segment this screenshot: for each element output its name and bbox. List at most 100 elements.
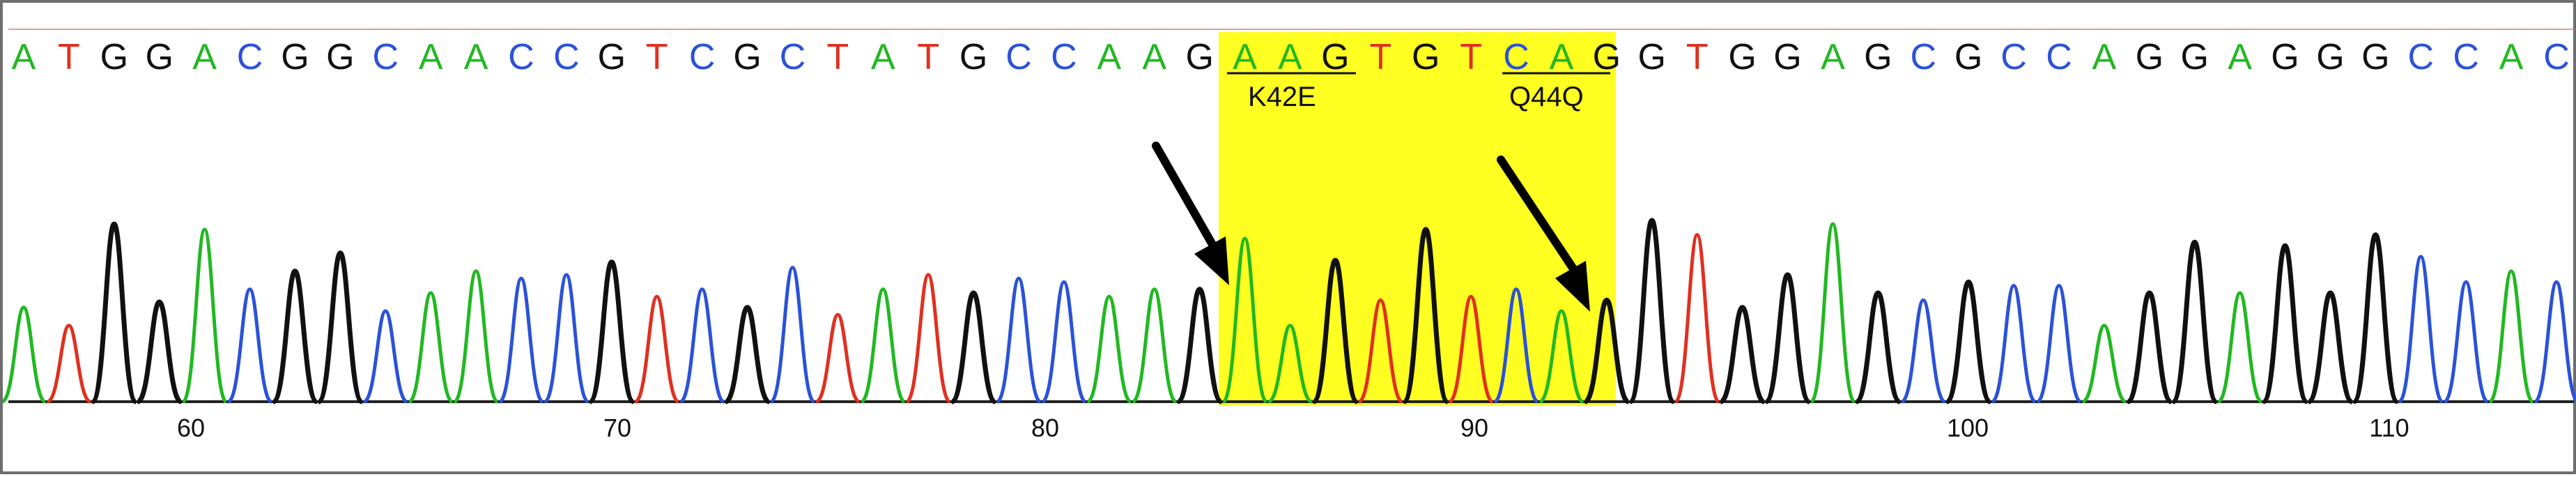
base-call: A — [1550, 37, 1574, 77]
trace-peak — [1041, 280, 1087, 404]
base-call: C — [1910, 37, 1936, 77]
axis-tick-label: 110 — [2369, 414, 2409, 442]
trace-peak — [2351, 232, 2400, 404]
base-call: T — [827, 37, 849, 77]
trace-peak — [1809, 222, 1857, 404]
axis-tick-label: 60 — [177, 414, 205, 442]
base-call: G — [100, 37, 128, 77]
trace-peak — [46, 324, 92, 404]
base-call: A — [2228, 37, 2252, 77]
trace-peak — [181, 227, 229, 404]
trace-peak — [905, 273, 951, 404]
mutation-annotation-k42e: K42E — [1227, 72, 1356, 112]
trace-peak — [2397, 255, 2444, 404]
base-call: T — [917, 37, 939, 77]
base-call: A — [2092, 37, 2117, 77]
arrow-q44q-head — [1555, 261, 1590, 312]
base-call: C — [2407, 37, 2434, 77]
base-call: C — [1051, 37, 1077, 77]
base-call: C — [780, 37, 806, 77]
trace-peak — [498, 276, 544, 404]
mutation-annotation-q44q: Q44Q — [1502, 72, 1610, 112]
base-call: A — [1097, 37, 1122, 77]
arrow-q44q-shaft — [1497, 156, 1577, 272]
base-call: G — [2136, 37, 2164, 77]
base-call: G — [2271, 37, 2299, 77]
trace-peak — [543, 273, 589, 404]
k42e-label: K42E — [1248, 82, 1316, 112]
trace-peak — [2126, 290, 2173, 404]
trace-peak — [1900, 298, 1946, 404]
position-axis: 60 70 80 90 100 110 — [177, 414, 2409, 442]
trace-peak — [588, 259, 635, 404]
base-call: C — [2453, 37, 2479, 77]
base-call: G — [1638, 37, 1666, 77]
trace-peak — [2443, 280, 2489, 404]
trace-peak — [453, 269, 499, 404]
trace-peak — [1401, 227, 1450, 404]
trace-peak — [1991, 284, 2037, 404]
base-call: G — [2361, 37, 2389, 77]
axis-tick-label: 90 — [1460, 414, 1488, 442]
trace-peak — [1312, 257, 1359, 404]
trace-peak — [1176, 287, 1223, 404]
trace-peak — [1086, 294, 1132, 404]
trace-peaks — [3, 218, 2576, 404]
arrow-k42e — [1152, 142, 1229, 285]
base-call: T — [1369, 37, 1391, 77]
base-call: G — [281, 37, 309, 77]
base-call: T — [646, 37, 668, 77]
base-call: G — [146, 37, 173, 77]
base-call: A — [2499, 37, 2524, 77]
trace-peak — [1628, 218, 1676, 404]
trace-peak — [2488, 269, 2534, 404]
axis-tick-label: 100 — [1947, 414, 1989, 442]
base-call: T — [1686, 37, 1709, 77]
base-call: C — [2000, 37, 2027, 77]
trace-peak — [950, 290, 997, 404]
base-call: A — [1142, 37, 1166, 77]
base-call: C — [373, 37, 399, 77]
arrow-k42e-shaft — [1152, 142, 1218, 251]
base-call: A — [1821, 37, 1845, 77]
base-call: C — [1503, 37, 1529, 77]
arrow-k42e-head — [1194, 236, 1229, 285]
trace-peak — [1945, 279, 1992, 404]
base-call: A — [419, 37, 443, 77]
base-call: G — [1412, 37, 1440, 77]
trace-peak — [408, 291, 454, 404]
base-call: G — [2180, 37, 2208, 77]
trace-peak — [2036, 284, 2082, 404]
base-call: G — [1954, 37, 1982, 77]
base-call: G — [1728, 37, 1756, 77]
base-call: G — [1321, 37, 1349, 77]
trace-peak — [2170, 239, 2219, 404]
trace-peak — [2260, 243, 2310, 404]
trace-peak — [1221, 236, 1269, 404]
trace-peak — [2533, 280, 2576, 404]
axis-tick-label: 70 — [603, 414, 631, 442]
trace-peak — [2307, 290, 2354, 404]
base-call: A — [192, 37, 217, 77]
trace-peak — [1493, 287, 1539, 404]
trace-peak — [679, 287, 725, 404]
base-call: G — [326, 37, 354, 77]
trace-peak — [2217, 291, 2263, 404]
base-call: A — [12, 37, 36, 77]
trace-peak — [1764, 272, 1811, 404]
trace-peak — [1674, 233, 1721, 404]
trace-peak — [860, 287, 906, 404]
axis-tick-label: 80 — [1031, 414, 1059, 442]
trace-peak — [136, 299, 183, 404]
trace-peak — [1357, 298, 1403, 404]
base-call: G — [1185, 37, 1213, 77]
trace-peak — [1267, 324, 1313, 404]
trace-peak — [362, 309, 408, 404]
trace-peak — [815, 312, 861, 404]
trace-peak — [1855, 290, 1902, 404]
base-call: G — [2316, 37, 2344, 77]
base-call: C — [2046, 37, 2072, 77]
